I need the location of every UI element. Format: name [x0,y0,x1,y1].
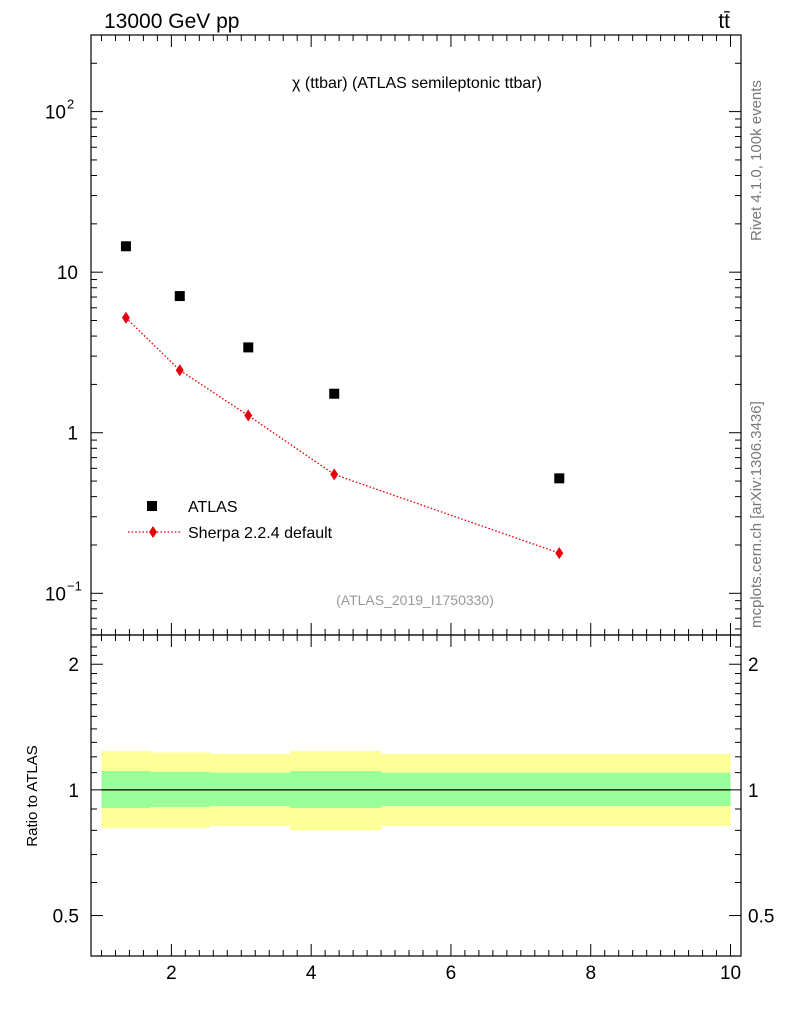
ratio-y-tick-label: 1 [68,781,79,802]
y-tick-label: 10 [45,584,66,605]
ratio-y-tick-label: 2 [748,655,759,676]
x-tick-label: 4 [306,963,317,984]
y-tick-label: 10 [45,103,66,124]
x-tick-label: 8 [585,963,596,984]
atlas-data-point [243,342,254,353]
atlas-data-point [329,388,340,399]
atlas-data-point [120,241,131,252]
sherpa-data-point [555,547,564,560]
process-label: tt̄ [718,10,730,33]
ratio-y-tick-label: 1 [748,781,759,802]
mcplots-source-label: mcplots.cern.ch [arXiv:1306.3436] [748,401,765,628]
ratio-plot-panel: 2 4 6 8 10 0.5 0.5 1 1 2 2 [53,634,774,984]
y-tick-label: 1 [67,424,78,445]
y-tick-label-exponent: −1 [67,578,82,593]
x-tick-label: 6 [446,963,457,984]
ratio-plot-frame [90,634,742,957]
sherpa-data-point [121,311,130,324]
sherpa-data-point [244,409,253,422]
sherpa-data-point [330,468,339,481]
ratio-y-axis-label: Ratio to ATLAS [24,745,41,846]
legend: ATLAS Sherpa 2.2.4 default [128,499,333,542]
legend-sherpa-marker [149,526,157,538]
y-tick-label-exponent: 2 [67,97,74,112]
atlas-data-point [554,473,565,484]
y-tick-label: 10 [57,263,78,284]
atlas-data-point [174,291,185,302]
sherpa-data-point [175,364,184,377]
ratio-y-tick-label: 0.5 [748,907,774,928]
sherpa-line [125,317,560,554]
ratio-y-tick-label: 0.5 [53,907,79,928]
legend-atlas-marker [147,501,157,511]
analysis-id-label: (ATLAS_2019_I1750330) [336,592,494,608]
plot-title: χ (ttbar) (ATLAS semileptonic ttbar) [292,75,542,92]
ratio-y-tick-label: 2 [68,655,79,676]
legend-atlas-label: ATLAS [188,499,238,516]
rivet-version-label: Rivet 4.1.0, 100k events [748,80,765,241]
main-plot-frame [90,34,742,636]
x-tick-label: 2 [166,963,177,984]
x-tick-label: 10 [720,963,741,984]
legend-sherpa-label: Sherpa 2.2.4 default [188,525,333,542]
energy-label: 13000 GeV pp [104,10,239,33]
